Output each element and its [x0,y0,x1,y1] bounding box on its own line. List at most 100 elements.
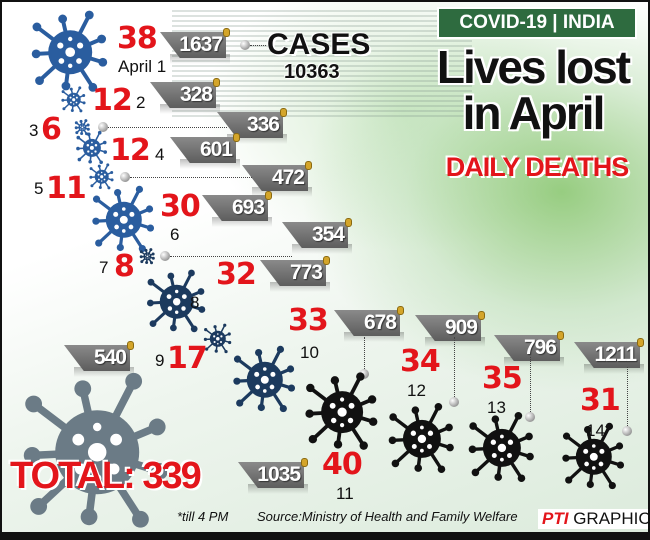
cases-tag: 1211 [574,338,644,376]
day-label: 10 [300,343,319,362]
deaths-value: 11 [46,171,87,206]
cases-value: 796 [523,336,557,359]
pin-icon [233,133,240,142]
virus-icon [139,247,155,264]
connector-line [364,337,365,369]
title-line-1: Lives lost [436,41,631,93]
source-note: Source:Ministry of Health and Family Wel… [257,509,518,524]
cases-value: 773 [289,261,323,284]
cases-tag: 1637 [160,28,230,66]
tag-shadow [227,134,287,144]
day-label: 12 [407,381,426,400]
pin-icon [323,256,330,265]
day-label: 8 [190,293,200,312]
cases-tag: 540 [64,341,134,379]
marker-dot [359,369,369,379]
connector-line [130,177,252,178]
day-label: April 1 [118,57,167,76]
tag-shadow [212,217,272,227]
deaths-value: 17 [167,341,208,376]
pin-icon [223,28,230,37]
cases-tag: 336 [217,108,287,146]
connector-line [530,357,531,412]
subtitle: DAILY DEATHS [445,152,630,182]
tag-shadow [170,54,230,64]
deaths-value: 34 [400,344,441,379]
cases-value: 328 [179,83,213,106]
cases-tag: 693 [202,191,272,229]
tag-shadow [292,244,352,254]
cases-tag: 601 [170,133,240,171]
deaths-value: 40 [322,447,363,482]
day-label: 7 [99,258,109,277]
pin-icon [637,338,644,347]
total-deaths: TOTAL: 339 [10,455,202,497]
virus-icon [233,345,296,413]
connector-line [627,367,628,426]
cases-value: 336 [246,113,280,136]
deaths-value: 6 [41,112,62,147]
virus-icon [61,86,86,113]
tag-shadow [160,104,220,114]
deaths-value: 33 [288,303,329,338]
pin-icon [127,341,134,350]
cases-tag: 328 [150,78,220,116]
credit: PTI GRAPHICS [538,509,648,529]
pin-icon [397,306,404,315]
marker-dot [120,172,130,182]
cases-value: 1035 [257,463,301,486]
total-virus-icon [23,372,168,528]
deaths-value: 30 [160,189,201,224]
texture-stripes [172,7,472,117]
connector-line [170,256,292,257]
title-line-2: in April [462,87,606,139]
cases-tag: 354 [282,218,352,256]
virus-icon [468,412,534,483]
pti-logo: PTI [542,509,569,528]
virus-icon [388,403,454,474]
deaths-value: 38 [117,21,158,56]
tag-shadow [74,367,134,377]
cases-tag: 909 [415,311,485,349]
cases-label: CASES [267,28,371,61]
cases-tag: 472 [242,161,312,199]
day-label: 5 [34,179,44,198]
tag-shadow [248,484,308,494]
cases-value: 354 [311,223,345,246]
day-label: 4 [155,145,165,164]
marker-dot [449,397,459,407]
deaths-value: 35 [482,361,523,396]
pin-icon [301,458,308,467]
header-badge: COVID-19 | INDIA [437,7,637,39]
virus-icon [305,372,378,450]
cases-value: 1211 [594,343,637,366]
cases-tag: 773 [260,256,330,294]
cases-value: 693 [231,196,265,219]
cases-value: 601 [199,138,233,161]
connector-line [454,337,455,397]
day-label: 3 [29,121,39,140]
marker-dot [98,122,108,132]
virus-icon [74,118,90,135]
cases-value: 1637 [179,33,223,56]
tag-shadow [425,337,485,347]
tag-shadow [180,159,240,169]
virus-icon [562,422,625,490]
footnote: *till 4 PM [177,509,229,524]
pin-icon [280,108,287,117]
cases-value: 678 [363,311,397,334]
pin-icon [213,78,220,87]
tag-shadow [270,282,330,292]
tag-shadow [504,357,564,367]
pin-icon [478,311,485,320]
deaths-value: 31 [580,383,621,418]
cases-value: 540 [93,346,127,369]
deaths-value: 12 [110,133,151,168]
marker-dot [525,412,535,422]
deaths-value: 8 [114,249,135,284]
tag-shadow [584,364,644,374]
pin-icon [265,191,272,200]
day-label: 9 [155,351,165,370]
virus-icon [92,185,155,253]
